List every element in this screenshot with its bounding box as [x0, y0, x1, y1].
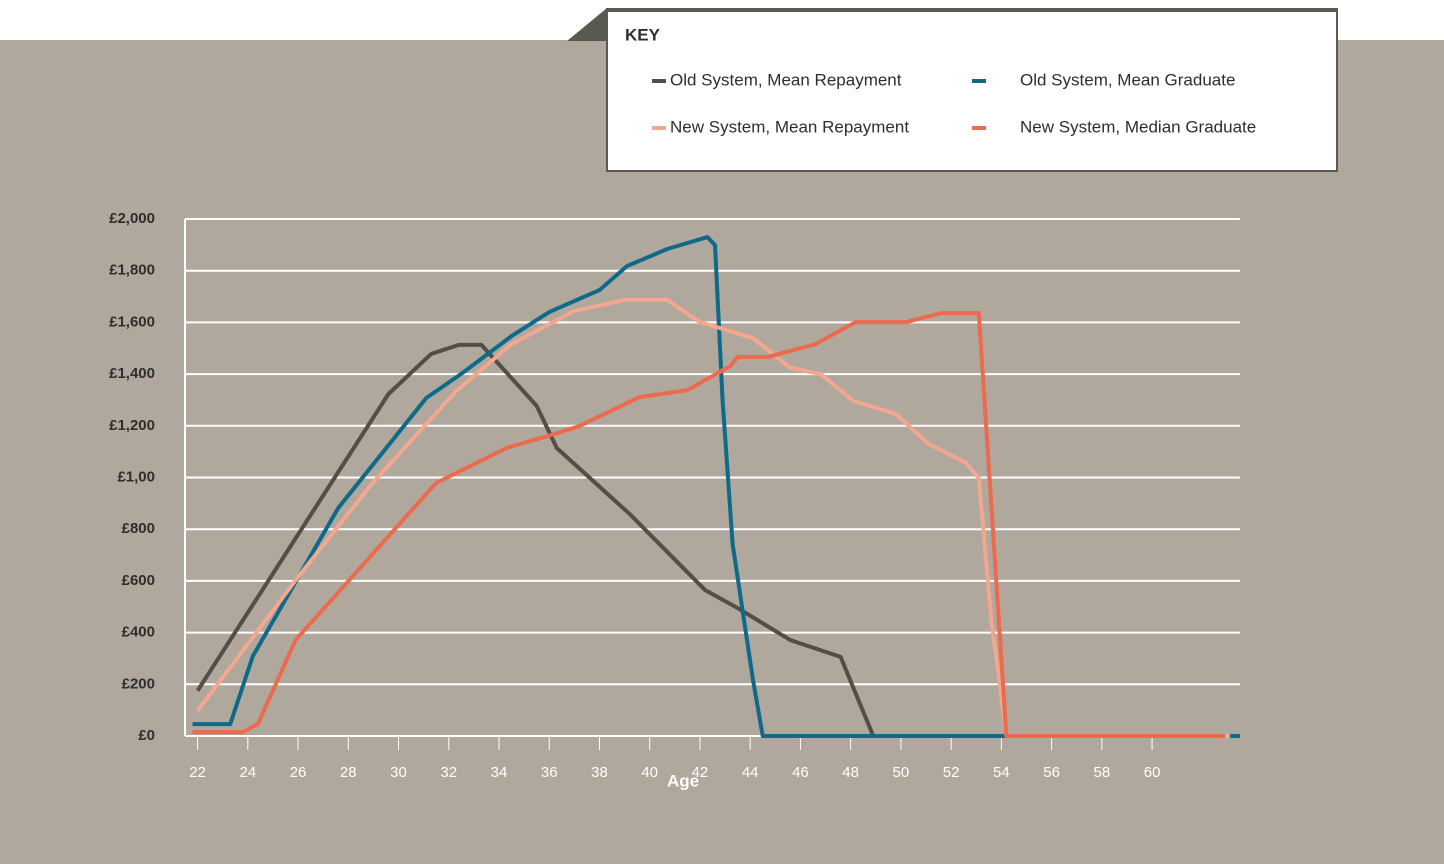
legend-label: New System, Median Graduate	[1020, 117, 1256, 136]
x-tick-label: 32	[440, 764, 457, 781]
y-tick-label: £1,00	[117, 468, 155, 485]
x-tick-label: 28	[340, 764, 357, 781]
y-tick-label: £1,800	[109, 262, 155, 279]
y-tick-label: £400	[122, 624, 155, 641]
x-tick-label: 60	[1144, 764, 1161, 781]
y-tick-label: £800	[122, 520, 155, 537]
y-tick-label: £2,000	[109, 210, 155, 227]
x-tick-label: 34	[491, 764, 508, 781]
x-axis-label: Age	[667, 771, 699, 790]
y-tick-label: £1,200	[109, 417, 155, 434]
x-tick-label: 56	[1043, 764, 1060, 781]
key-tab	[567, 8, 607, 41]
x-tick-label: 46	[792, 764, 809, 781]
x-tick-label: 42	[692, 764, 709, 781]
legend-label: New System, Mean Repayment	[670, 117, 909, 136]
series-line	[192, 311, 1225, 738]
key-box	[606, 8, 1338, 172]
x-tick-label: 48	[842, 764, 859, 781]
x-tick-label: 24	[239, 764, 256, 781]
x-tick-label: 54	[993, 764, 1010, 781]
x-tick-label: 44	[742, 764, 759, 781]
x-tick-label: 58	[1094, 764, 1111, 781]
y-tick-label: £0	[138, 727, 155, 744]
series-line	[195, 297, 1230, 738]
x-tick-label: 38	[591, 764, 608, 781]
x-tick-label: 30	[390, 764, 407, 781]
x-tick-label: 40	[641, 764, 658, 781]
y-tick-label: £1,600	[109, 313, 155, 330]
legend-label: Old System, Mean Graduate	[1020, 70, 1235, 89]
x-tick-label: 26	[290, 764, 307, 781]
plot-background	[0, 40, 1444, 864]
y-tick-label: £200	[122, 675, 155, 692]
series-line	[192, 235, 1240, 738]
y-tick-label: £600	[122, 572, 155, 589]
y-tick-label: £1,400	[109, 365, 155, 382]
x-tick-label: 22	[189, 764, 206, 781]
key-top-border	[607, 8, 1338, 12]
legend-label: Old System, Mean Repayment	[670, 70, 902, 89]
series-line	[195, 342, 1240, 738]
legend-title: KEY	[625, 25, 661, 44]
x-tick-label: 50	[893, 764, 910, 781]
x-tick-label: 52	[943, 764, 960, 781]
x-tick-label: 36	[541, 764, 558, 781]
